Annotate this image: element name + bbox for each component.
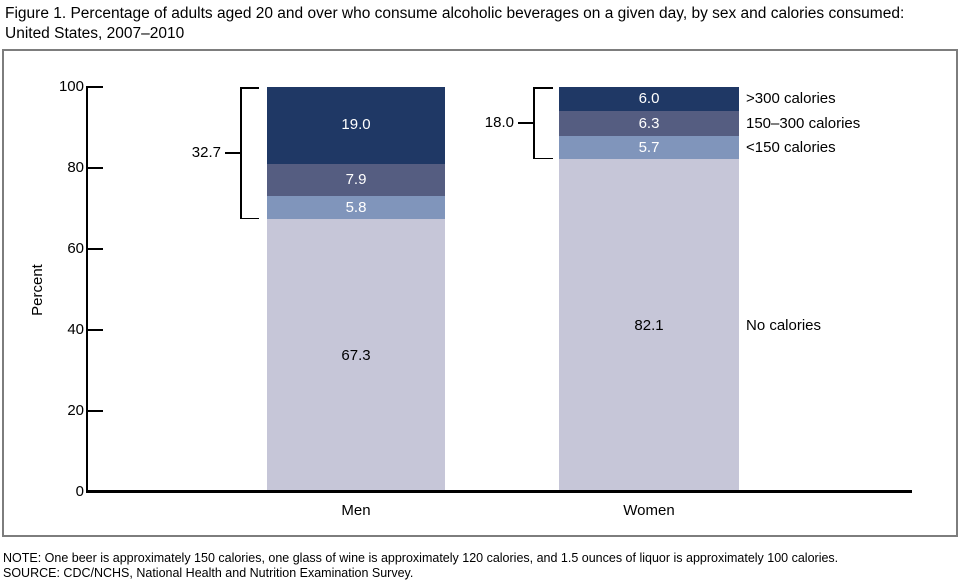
bar-segment-men-1: [267, 195, 445, 220]
bracket-connector: [518, 122, 533, 124]
bracket-line-vertical: [533, 87, 535, 160]
figure-title: Figure 1. Percentage of adults aged 20 a…: [5, 5, 905, 42]
bar-segment-value: 67.3: [341, 346, 371, 364]
note-text: NOTE: One beer is approximately 150 calo…: [3, 551, 839, 565]
source-text: SOURCE: CDC/NCHS, National Health and Nu…: [3, 566, 414, 580]
y-axis-tick: [86, 248, 103, 250]
bar-segment-men-0: [267, 219, 445, 492]
y-axis-line: [86, 86, 88, 493]
category-label-men: Men: [341, 502, 371, 519]
y-axis-tick: [86, 86, 103, 88]
bar-segment-value: 5.8: [345, 198, 367, 216]
y-tick-label: 80: [67, 159, 84, 176]
y-axis-tick: [86, 410, 103, 412]
bar-segment-value: 19.0: [341, 116, 371, 134]
bar-segment-value: 5.7: [638, 138, 660, 156]
bar-segment-women-0: [559, 159, 739, 492]
y-tick-label: 40: [67, 321, 84, 338]
bar-segment-value: 6.3: [638, 114, 660, 132]
bracket-connector: [225, 152, 240, 154]
bracket-total-label: 18.0: [484, 114, 514, 132]
legend-label-1: <150 calories: [746, 138, 836, 156]
y-axis-tick: [86, 329, 103, 331]
bracket-cap-top: [533, 87, 553, 89]
bracket-cap-bottom: [533, 157, 553, 160]
bar-segment-women-1: [559, 136, 739, 160]
y-tick-label: 0: [75, 483, 84, 500]
category-label-women: Women: [623, 502, 675, 519]
legend-label-2: 150–300 calories: [746, 114, 861, 132]
y-tick-label: 20: [67, 402, 84, 419]
bracket-cap-top: [240, 87, 259, 89]
y-axis-tick: [86, 167, 103, 169]
bracket-line-vertical: [240, 87, 242, 220]
bracket-total-label: 32.7: [191, 144, 221, 162]
bar-segment-value: 82.1: [634, 316, 664, 334]
chart-box: [2, 49, 958, 537]
bar-segment-value: 7.9: [345, 170, 367, 188]
legend-label-0: No calories: [746, 316, 822, 334]
bar-segment-women-2: [559, 110, 739, 137]
bracket-cap-bottom: [240, 217, 259, 220]
y-axis-title: Percent: [29, 264, 46, 316]
y-tick-label: 60: [67, 240, 84, 257]
bar-segment-women-3: [559, 86, 739, 111]
y-tick-label: 100: [58, 78, 84, 95]
bar-segment-value: 6.0: [638, 89, 660, 107]
legend-label-3: >300 calories: [746, 89, 836, 107]
bar-segment-men-2: [267, 163, 445, 196]
bar-segment-men-3: [267, 87, 445, 164]
x-axis-line: [86, 490, 912, 493]
